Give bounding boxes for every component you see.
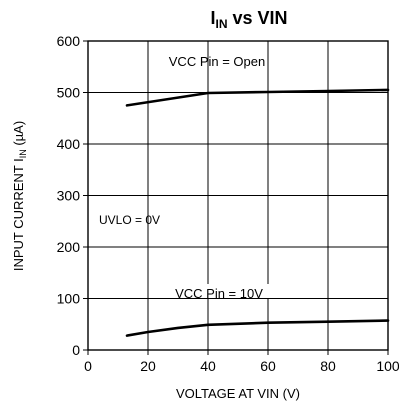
x-tick-label-100: 100 (376, 358, 399, 374)
annotation-uvlo: UVLO = 0V (99, 213, 160, 227)
series-label-vcc-10v: VCC Pin = 10V (175, 286, 263, 301)
x-tick-label-80: 80 (320, 358, 336, 374)
chart-title: IIN vs VIN (210, 8, 287, 31)
series-line-vcc-open (125, 88, 390, 107)
chart-title-suffix: vs VIN (227, 8, 287, 28)
y-axis-label: INPUT CURRENT IIN (µA) (11, 121, 28, 271)
x-tick-label-20: 20 (140, 358, 156, 374)
chart-title-sub: IN (215, 17, 227, 31)
y-axis-label-sub: IN (18, 149, 28, 158)
series-line-vcc-10v (125, 319, 390, 337)
y-tick-label-200: 200 (57, 239, 81, 255)
x-tick-label-0: 0 (84, 358, 92, 374)
y-axis-label-prefix: INPUT CURRENT I (11, 158, 26, 271)
tick-labels: 0 20 40 60 80 100 0 100 200 300 400 500 600 (57, 33, 399, 374)
y-tick-label-100: 100 (57, 291, 81, 307)
y-tick-label-0: 0 (72, 342, 80, 358)
chart-title-prefix: I (210, 8, 215, 28)
y-tick-label-600: 600 (57, 33, 81, 49)
grid-lines (87, 40, 389, 351)
y-tick-label-400: 400 (57, 136, 81, 152)
y-tick-label-500: 500 (57, 85, 81, 101)
x-axis-label: VOLTAGE AT VIN (V) (176, 386, 300, 401)
x-tick-label-40: 40 (200, 358, 216, 374)
series-label-vcc-10v-backing (167, 284, 271, 298)
series-label-vcc-open: VCC Pin = Open (169, 54, 265, 69)
series-lines (125, 88, 390, 337)
y-axis-label-suffix: (µA) (11, 121, 26, 149)
y-tick-label-300: 300 (57, 188, 81, 204)
x-tick-label-60: 60 (260, 358, 276, 374)
